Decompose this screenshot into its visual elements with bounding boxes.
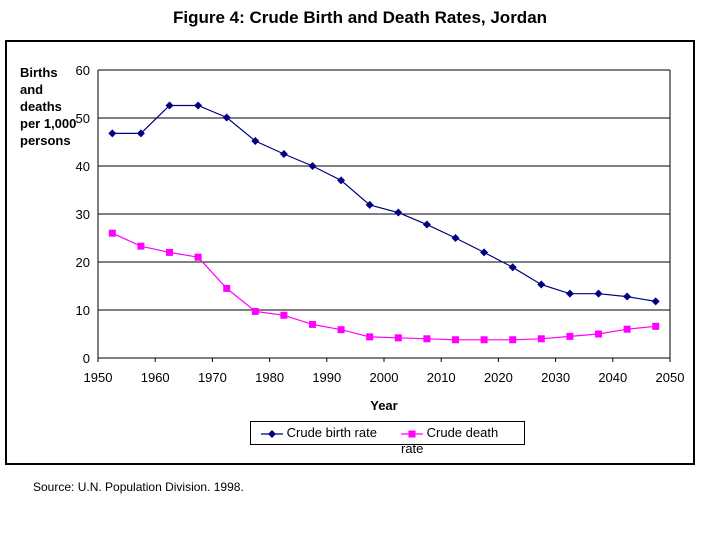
birth-rate-point <box>422 220 431 229</box>
x-tick-label: 2040 <box>598 370 627 385</box>
y-tick-label: 60 <box>76 63 90 78</box>
death-rate-point <box>366 333 374 341</box>
birth-rate-point <box>565 289 574 298</box>
birth-rate-point <box>394 208 403 217</box>
birth-rate-point <box>308 162 317 170</box>
death-rate-point <box>652 322 660 330</box>
y-axis-label-line: and <box>20 82 44 97</box>
y-tick-label: 50 <box>76 111 90 126</box>
birth-rate-point <box>222 113 231 122</box>
birth-rate-point <box>165 101 174 110</box>
figure-title: Figure 4: Crude Birth and Death Rates, J… <box>172 8 548 27</box>
birth-rate-point <box>451 234 460 242</box>
y-tick-label: 0 <box>83 351 90 366</box>
y-axis-label-line: per 1,000 <box>20 116 77 131</box>
x-tick-label: 2030 <box>541 370 570 385</box>
death-rate-point <box>108 229 116 237</box>
x-tick-label: 1970 <box>198 370 227 385</box>
gridlines <box>97 69 671 359</box>
x-tick-label: 1960 <box>141 370 170 385</box>
y-tick-label: 40 <box>76 159 90 174</box>
y-tick-label: 10 <box>76 303 90 318</box>
birth-rate-point <box>337 176 346 185</box>
y-tick-label: 30 <box>76 207 90 222</box>
birth-rate-point <box>365 200 374 209</box>
birth-rate-point <box>508 263 517 272</box>
chart-frame <box>5 40 695 465</box>
birth-rate-point <box>279 150 288 158</box>
legend-label-death: Crude death rate <box>401 425 499 456</box>
x-tick-label: 1950 <box>84 370 113 385</box>
birth-rate-point <box>480 248 489 257</box>
birth-rate-point <box>108 129 117 138</box>
x-axis-label: Year <box>370 398 397 413</box>
chart-legend: Crude birth rate Crude death rate <box>250 421 525 456</box>
series-line-birth <box>112 104 656 302</box>
death-rate-point <box>595 330 602 338</box>
birth-rate-point <box>136 129 145 138</box>
x-tick-label: 2000 <box>370 370 399 385</box>
death-rate-point <box>309 320 316 328</box>
death-rate-point <box>623 325 631 333</box>
death-rate-point <box>423 335 431 343</box>
birth-rate-point <box>251 137 260 146</box>
y-axis-label-line: persons <box>20 133 71 148</box>
death-rate-point <box>337 326 345 334</box>
death-rate-point <box>452 336 459 344</box>
x-tick-label: 1990 <box>312 370 341 385</box>
y-axis-label: Births and deaths per 1,000 persons <box>20 64 76 149</box>
death-rate-point <box>509 336 517 344</box>
birth-rate-point <box>623 292 632 301</box>
birth-rate-point <box>194 101 203 110</box>
legend-item-death: Crude death rate <box>401 425 524 456</box>
death-rate-point <box>223 284 231 292</box>
death-rate-point <box>566 332 574 340</box>
death-rate-point <box>394 334 402 342</box>
legend-label-birth: Crude birth rate <box>286 425 377 440</box>
x-tick-label: 2010 <box>427 370 456 385</box>
y-axis-label-line: deaths <box>20 99 62 114</box>
birth-rate-point <box>594 289 603 298</box>
death-rate-point <box>280 311 288 319</box>
legend-item-birth: Crude birth rate <box>261 425 377 441</box>
y-tick-label: 20 <box>76 255 90 270</box>
death-rate-point <box>166 248 173 256</box>
x-tick-label: 2020 <box>484 370 513 385</box>
birth-rate-point <box>651 297 660 306</box>
death-rate-point <box>194 253 202 261</box>
square-marker-icon <box>401 430 423 438</box>
death-rate-point <box>137 242 145 250</box>
death-rate-point <box>537 335 545 343</box>
x-tick-label: 1980 <box>255 370 284 385</box>
death-rate-point <box>480 336 488 344</box>
birth-rate-point <box>537 280 546 289</box>
death-rate-point <box>251 307 259 315</box>
source-note: Source: U.N. Population Division. 1998. <box>33 480 244 494</box>
x-tick-label: 2050 <box>656 370 685 385</box>
y-axis-label-line: Births <box>20 65 58 80</box>
series-layer <box>108 101 660 344</box>
series-line-death <box>112 232 656 341</box>
diamond-marker-icon <box>261 429 283 438</box>
